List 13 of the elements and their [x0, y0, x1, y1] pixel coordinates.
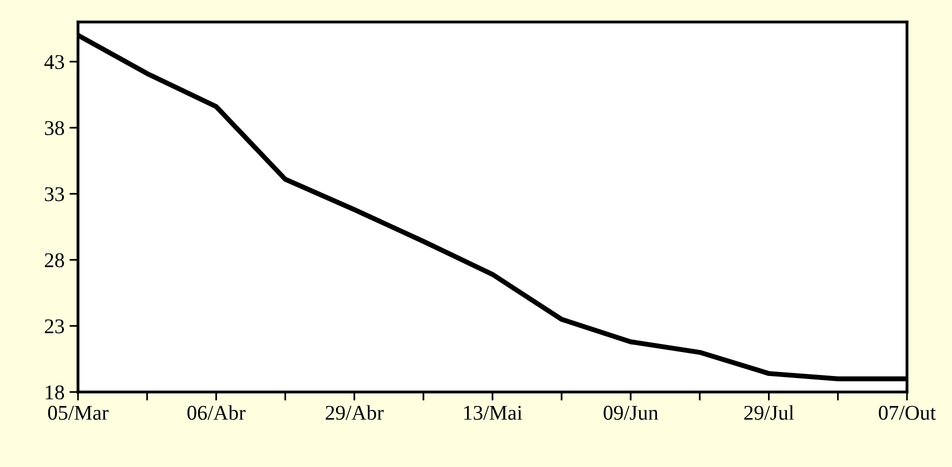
x-tick-label: 13/Mai: [464, 406, 522, 420]
x-tick-label: 07/Out: [878, 406, 936, 420]
y-tick-label: 28: [44, 253, 64, 268]
y-tick-label: 38: [44, 121, 64, 136]
y-tick-label: 33: [44, 187, 64, 202]
x-tick-label: 09/Jun: [604, 406, 658, 420]
x-tick-label: 06/Abr: [187, 405, 246, 420]
x-tick-label: 05/Mar: [48, 406, 108, 420]
y-tick-label: 18: [46, 385, 64, 400]
y-tick-label: 43: [44, 55, 64, 70]
x-tick-label: 29/Abr: [326, 405, 384, 420]
y-tick-label: 23: [44, 319, 64, 334]
x-tick-label: 29/Jul: [744, 405, 794, 420]
